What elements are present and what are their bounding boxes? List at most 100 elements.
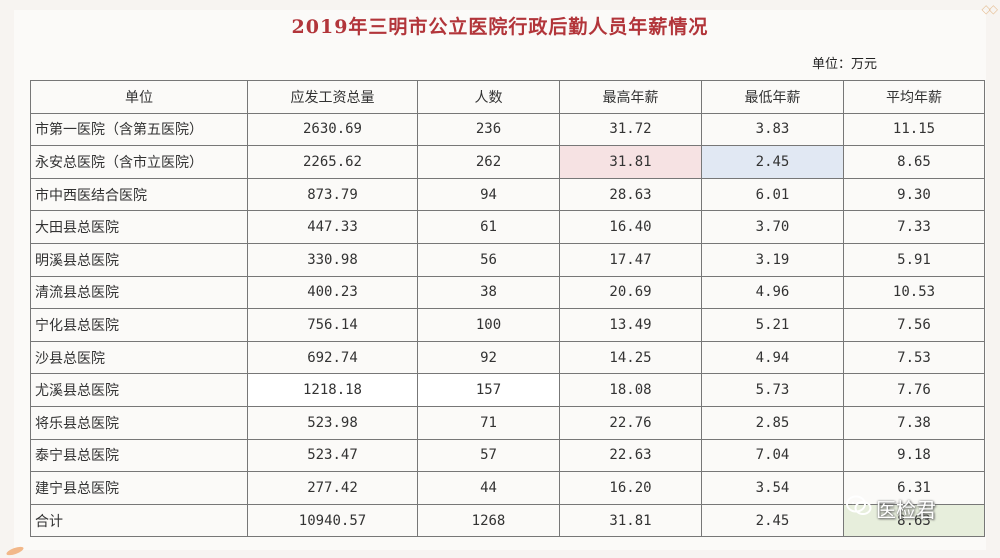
cell-avg: 7.56 xyxy=(843,308,985,342)
cell-min: 7.04 xyxy=(701,438,844,473)
cell-total: 756.14 xyxy=(247,308,418,342)
cell-total: 2630.69 xyxy=(247,112,418,147)
col-header-min: 最低年薪 xyxy=(701,80,844,114)
cell-min: 3.54 xyxy=(701,471,844,505)
cell-min: 3.19 xyxy=(701,242,844,277)
cell-avg: 9.30 xyxy=(843,177,985,212)
col-header-total: 应发工资总量 xyxy=(247,80,418,114)
cell-count: 57 xyxy=(417,438,560,473)
cell-unit: 清流县总医院 xyxy=(30,275,248,310)
cell-avg: 11.15 xyxy=(843,112,985,147)
cell-min: 5.73 xyxy=(701,373,844,407)
cell-max-highlight: 31.81 xyxy=(559,145,702,179)
cell-max: 20.69 xyxy=(559,275,702,310)
table-row: 永安总医院（含市立医院） 2265.62 262 31.81 2.45 8.65 xyxy=(30,145,985,179)
watermark-text: 医检君 xyxy=(876,498,936,522)
cell-count: 100 xyxy=(417,308,560,342)
cell-total: 447.33 xyxy=(247,210,418,244)
table-row: 建宁县总医院 277.42 44 16.20 3.54 6.31 xyxy=(30,471,985,505)
cell-avg: 5.91 xyxy=(843,242,985,277)
cell-unit: 市第一医院（含第五医院） xyxy=(30,112,248,147)
cell-count: 236 xyxy=(417,112,560,147)
cell-total: 692.74 xyxy=(247,340,418,375)
cell-count: 38 xyxy=(417,275,560,310)
cell-unit: 将乐县总医院 xyxy=(30,405,248,440)
col-header-unit: 单位 xyxy=(30,80,248,114)
cell-count: 94 xyxy=(417,177,560,212)
unit-label: 单位：万元 xyxy=(812,57,878,72)
cell-max: 28.63 xyxy=(559,177,702,212)
cell-avg: 7.53 xyxy=(843,340,985,375)
cell-unit: 永安总医院（含市立医院） xyxy=(30,145,248,179)
cell-total: 523.98 xyxy=(247,405,418,440)
cell-total: 277.42 xyxy=(247,471,418,505)
cell-min: 2.45 xyxy=(701,503,844,538)
cell-unit: 沙县总医院 xyxy=(30,340,248,375)
cell-count: 1268 xyxy=(417,503,560,538)
cell-avg: 7.33 xyxy=(843,210,985,244)
watermark: 医检君 xyxy=(846,494,936,523)
cell-count: 56 xyxy=(417,242,560,277)
corner-decoration: ◇◇ xyxy=(981,2,999,16)
cell-avg: 7.38 xyxy=(843,405,985,440)
cell-total: 2265.62 xyxy=(247,145,418,179)
cell-max: 31.72 xyxy=(559,112,702,147)
cell-max: 16.20 xyxy=(559,471,702,505)
table-row-total: 合计 10940.57 1268 31.81 2.45 8.63 xyxy=(30,503,985,538)
cell-avg: 8.65 xyxy=(843,145,985,179)
cell-unit: 大田县总医院 xyxy=(30,210,248,244)
table-header-row: 单位 应发工资总量 人数 最高年薪 最低年薪 平均年薪 xyxy=(30,80,985,114)
cell-count: 44 xyxy=(417,471,560,505)
cell-unit: 宁化县总医院 xyxy=(30,308,248,342)
cell-max: 22.63 xyxy=(559,438,702,473)
table-row: 市第一医院（含第五医院） 2630.69 236 31.72 3.83 11.1… xyxy=(30,112,985,147)
cell-min-highlight: 2.45 xyxy=(701,145,844,179)
cell-max: 22.76 xyxy=(559,405,702,440)
cell-unit: 合计 xyxy=(30,503,248,538)
table-row: 宁化县总医院 756.14 100 13.49 5.21 7.56 xyxy=(30,308,985,342)
cell-count: 61 xyxy=(417,210,560,244)
cell-max: 14.25 xyxy=(559,340,702,375)
cell-unit: 尤溪县总医院 xyxy=(30,373,248,407)
table-row: 市中西医结合医院 873.79 94 28.63 6.01 9.30 xyxy=(30,177,985,212)
page-title: 2019年三明市公立医院行政后勤人员年薪情况 xyxy=(291,16,709,38)
cell-unit: 明溪县总医院 xyxy=(30,242,248,277)
cell-avg: 7.76 xyxy=(843,373,985,407)
salary-table: 单位 应发工资总量 人数 最高年薪 最低年薪 平均年薪 市第一医院（含第五医院）… xyxy=(30,80,985,538)
cell-count: 262 xyxy=(417,145,560,179)
cell-unit: 市中西医结合医院 xyxy=(30,177,248,212)
cell-min: 6.01 xyxy=(701,177,844,212)
col-header-count: 人数 xyxy=(417,80,560,114)
cell-min: 4.96 xyxy=(701,275,844,310)
cell-min: 3.70 xyxy=(701,210,844,244)
col-header-max: 最高年薪 xyxy=(559,80,702,114)
cell-max: 16.40 xyxy=(559,210,702,244)
cell-avg-highlight: 8.63 xyxy=(843,503,985,538)
cell-total: 10940.57 xyxy=(247,503,418,538)
table-row: 清流县总医院 400.23 38 20.69 4.96 10.53 xyxy=(30,275,985,310)
cell-count: 92 xyxy=(417,340,560,375)
cell-count-highlight: 157 xyxy=(417,373,560,407)
cell-avg: 10.53 xyxy=(843,275,985,310)
cell-count: 71 xyxy=(417,405,560,440)
wechat-icon xyxy=(846,495,872,522)
cell-max: 13.49 xyxy=(559,308,702,342)
corner-decoration-mark xyxy=(5,545,25,557)
table-row: 大田县总医院 447.33 61 16.40 3.70 7.33 xyxy=(30,210,985,244)
cell-max: 17.47 xyxy=(559,242,702,277)
table-row: 沙县总医院 692.74 92 14.25 4.94 7.53 xyxy=(30,340,985,375)
cell-total: 400.23 xyxy=(247,275,418,310)
col-header-avg: 平均年薪 xyxy=(843,80,985,114)
cell-avg: 9.18 xyxy=(843,438,985,473)
cell-total: 523.47 xyxy=(247,438,418,473)
cell-total: 330.98 xyxy=(247,242,418,277)
table-row: 尤溪县总医院 1218.18 157 18.08 5.73 7.76 xyxy=(30,373,985,407)
cell-min: 4.94 xyxy=(701,340,844,375)
cell-max: 31.81 xyxy=(559,503,702,538)
cell-max: 18.08 xyxy=(559,373,702,407)
cell-total: 873.79 xyxy=(247,177,418,212)
cell-unit: 泰宁县总医院 xyxy=(30,438,248,473)
table-row: 明溪县总医院 330.98 56 17.47 3.19 5.91 xyxy=(30,242,985,277)
cell-min: 5.21 xyxy=(701,308,844,342)
cell-total-highlight: 1218.18 xyxy=(247,373,418,407)
